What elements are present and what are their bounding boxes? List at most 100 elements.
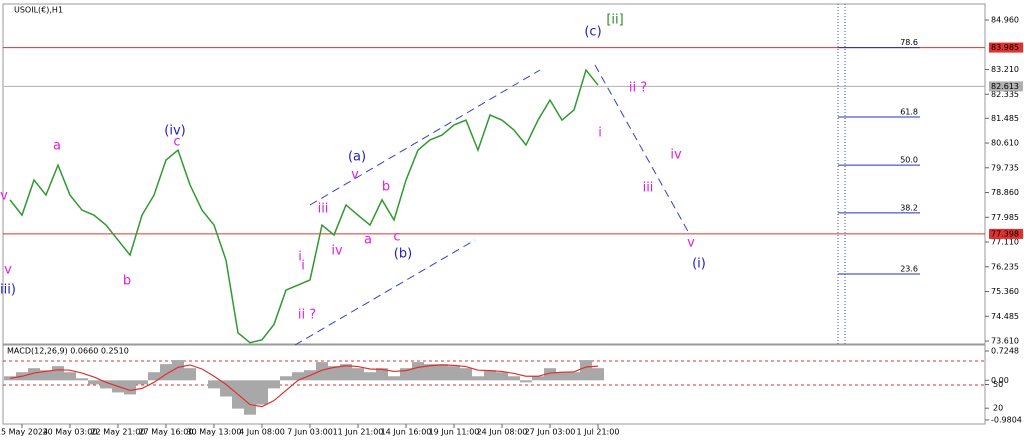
histogram-bar	[496, 372, 508, 381]
y-tick-label: 0.00	[991, 376, 1009, 385]
wave-label: ii ?	[629, 81, 647, 96]
histogram-bar	[580, 360, 592, 381]
y-tick-label: 79.735	[991, 163, 1019, 172]
y-tick-label: -0.9804	[991, 415, 1022, 424]
wave-label: v	[687, 236, 695, 251]
wave-label: (a)	[348, 150, 366, 165]
macd-title: MACD(12,26,9) 0.0660 0.2510	[7, 347, 129, 356]
histogram-bar	[532, 376, 544, 381]
histogram-bar	[124, 380, 136, 395]
histogram-bar	[364, 372, 376, 381]
x-tick-label: 4 Jun 08:00	[239, 428, 285, 437]
wave-label: i	[301, 259, 305, 274]
x-tick-label: 22 May 21:00	[91, 428, 146, 437]
y-tick-label: 82.335	[991, 90, 1019, 99]
price-line	[9, 68, 599, 344]
histogram-bar	[544, 368, 556, 381]
y-tick-label: 0.7248	[991, 346, 1019, 355]
x-tick-label: 7 Jun 03:00	[287, 428, 333, 437]
histogram-bar	[556, 372, 568, 381]
fib-label: 61.8	[900, 108, 918, 117]
x-tick-label: 20 May 03:00	[43, 428, 98, 437]
histogram-bar	[280, 376, 292, 381]
wave-label: b	[123, 274, 131, 289]
wave-label: iii	[318, 202, 329, 217]
histogram-bar	[52, 366, 64, 381]
wave-label: a	[53, 139, 61, 154]
histogram-bar	[328, 366, 340, 381]
x-tick-label: 30 May 13:00	[187, 428, 242, 437]
x-tick-label: 14 Jun 16:00	[381, 428, 432, 437]
wave-label: ii ?	[298, 308, 316, 323]
y-tick-label: 83.210	[991, 65, 1019, 74]
x-tick-label: 27 May 16:00	[139, 428, 194, 437]
wave-label: v	[351, 168, 359, 183]
y-tick-label: 84.960	[991, 16, 1019, 25]
histogram-bar	[436, 364, 448, 381]
histogram-bar	[100, 380, 112, 389]
level-box	[989, 42, 1023, 53]
wave-label: [ii]	[606, 13, 623, 28]
fib-label: 50.0	[900, 156, 918, 165]
wave-label: v	[4, 263, 12, 278]
histogram-bar	[340, 364, 352, 381]
histogram-bar	[268, 380, 280, 389]
histogram-bar	[220, 380, 232, 397]
histogram-bar	[316, 362, 328, 381]
x-tick-label: 1 Jul 21:00	[577, 428, 620, 437]
histogram-bar	[28, 368, 40, 381]
y-tick-label: 74.485	[991, 312, 1019, 321]
histogram-bar	[184, 368, 196, 381]
projection-line	[594, 64, 691, 236]
fib-label: 78.6	[900, 38, 918, 47]
histogram-bar	[208, 380, 220, 389]
wave-label: c	[393, 230, 400, 245]
y2-tick-label: 50	[993, 380, 1003, 389]
histogram-bar	[64, 372, 76, 381]
y2-tick-label: 20	[993, 404, 1003, 413]
x-tick-label: 24 Jun 08:00	[477, 428, 528, 437]
histogram-bar	[244, 380, 256, 415]
y-tick-label: 80.610	[991, 139, 1019, 148]
y-tick-label: 77.985	[991, 213, 1019, 222]
level-label: 82.613	[991, 82, 1019, 91]
histogram-bar	[568, 372, 580, 381]
chart-title: USOIL(€),H1	[14, 6, 63, 15]
wave-label: a	[364, 233, 372, 248]
signal-line	[9, 364, 599, 408]
y-tick-label: 81.485	[991, 114, 1019, 123]
y-tick-label: 75.360	[991, 287, 1019, 296]
histogram-bar	[424, 364, 436, 381]
fib-label: 23.6	[900, 264, 918, 273]
histogram-bar	[76, 378, 88, 381]
level-box	[989, 228, 1023, 239]
histogram-bar	[148, 372, 160, 381]
wave-label: iii)	[0, 283, 16, 298]
channel-line	[309, 69, 541, 206]
wave-label: b	[382, 180, 390, 195]
wave-label: iv	[331, 244, 343, 259]
histogram-bar	[388, 376, 400, 381]
histogram-bar	[412, 362, 424, 381]
channel-line	[294, 239, 476, 346]
histogram-bar	[520, 380, 532, 383]
y-tick-label: 77.110	[991, 238, 1019, 247]
level-label: 83.985	[991, 43, 1019, 52]
y-tick-label: 76.235	[991, 262, 1019, 271]
wave-label: (b)	[394, 247, 412, 262]
fib-label: 38.2	[900, 203, 918, 212]
x-tick-label: 19 Jun 11:00	[429, 428, 480, 437]
wave-label: i	[298, 250, 302, 265]
level-label: 77.398	[991, 229, 1019, 238]
histogram-bar	[256, 380, 268, 405]
wave-label: (iv)	[164, 124, 185, 139]
histogram-bar	[592, 368, 604, 381]
wave-label: iv	[670, 148, 682, 163]
histogram-bar	[508, 376, 520, 381]
histogram-bar	[40, 370, 52, 381]
histogram-bar	[448, 366, 460, 381]
histogram-bar	[172, 360, 184, 381]
histogram-bar	[484, 370, 496, 381]
price-pane	[2, 3, 986, 345]
